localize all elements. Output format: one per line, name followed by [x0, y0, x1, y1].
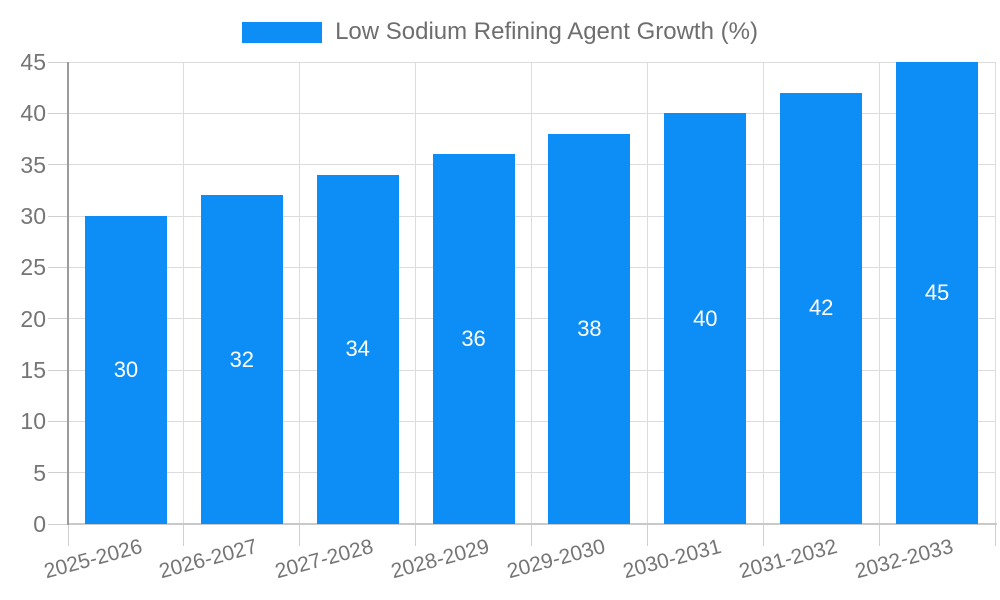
x-axis-label: 2030-2031	[620, 534, 724, 584]
y-axis-line	[67, 62, 69, 525]
y-axis-tick	[48, 318, 68, 320]
x-axis-tick	[415, 524, 417, 546]
bar-2030-2031[interactable]	[664, 113, 747, 524]
bar-2031-2032[interactable]	[780, 92, 863, 524]
y-axis-label: 10	[20, 408, 46, 435]
x-axis-tick	[762, 524, 764, 546]
bar-2026-2027[interactable]	[200, 195, 283, 524]
bar-value-label: 45	[924, 280, 950, 305]
gridline-vertical	[415, 62, 417, 524]
gridline-vertical	[762, 62, 764, 524]
y-axis-label: 40	[20, 100, 46, 127]
x-axis-tick	[994, 524, 996, 546]
x-axis-label: 2029-2030	[504, 534, 608, 584]
x-axis-tick	[299, 524, 301, 546]
bar-value-label: 40	[693, 305, 718, 331]
y-axis-tick	[48, 112, 68, 114]
bar-2032-2033[interactable]	[896, 62, 979, 524]
bar-value-label: 36	[461, 326, 486, 352]
y-axis-label: 25	[20, 254, 46, 281]
x-axis-tick	[67, 524, 69, 546]
legend-label: Low Sodium Refining Agent Growth (%)	[335, 18, 758, 45]
y-axis-tick	[48, 215, 68, 217]
x-axis-label: 2026-2027	[157, 534, 261, 584]
y-axis-tick	[48, 523, 68, 525]
y-axis-tick	[48, 164, 68, 166]
y-axis-label: 15	[20, 357, 46, 383]
y-axis-tick	[48, 472, 68, 474]
bar-2027-2028[interactable]	[316, 174, 399, 524]
x-axis-label: 2032-2033	[852, 534, 956, 584]
bar-2025-2026[interactable]	[84, 216, 167, 524]
bar-value-label: 42	[808, 295, 834, 321]
legend[interactable]: Low Sodium Refining Agent Growth (%)	[0, 18, 1000, 46]
gridline-vertical	[878, 62, 880, 524]
y-axis-label: 5	[33, 459, 46, 486]
y-axis-label: 45	[20, 49, 46, 75]
y-axis-label: 30	[20, 203, 46, 229]
x-axis-tick	[183, 524, 185, 546]
bar-value-label: 30	[113, 357, 139, 382]
x-axis-label: 2025-2026	[41, 534, 145, 584]
y-axis-tick	[48, 420, 68, 422]
y-axis-label: 20	[20, 305, 46, 332]
x-axis-tick	[646, 524, 648, 546]
legend-swatch	[242, 21, 323, 43]
y-axis-tick	[48, 266, 68, 268]
bar-value-label: 38	[577, 315, 602, 341]
y-axis-tick	[48, 369, 68, 371]
gridline-vertical	[299, 62, 301, 524]
x-axis-label: 2031-2032	[736, 534, 840, 584]
x-axis-line	[68, 523, 997, 525]
gridline-vertical	[646, 62, 648, 524]
y-axis-label: 0	[33, 511, 46, 537]
x-axis-label: 2028-2029	[388, 534, 492, 584]
x-axis-label: 2027-2028	[272, 534, 376, 584]
bar-value-label: 34	[345, 336, 370, 362]
gridline-vertical	[531, 62, 532, 524]
bar-2029-2030[interactable]	[548, 133, 631, 524]
x-axis-tick	[878, 524, 880, 546]
bar-value-label: 32	[229, 346, 255, 372]
x-axis-tick	[531, 524, 532, 546]
gridline-vertical	[994, 62, 996, 524]
bar-2028-2029[interactable]	[432, 154, 515, 524]
y-axis-tick	[48, 61, 68, 63]
gridline-vertical	[183, 62, 185, 524]
y-axis-label: 35	[20, 151, 46, 178]
